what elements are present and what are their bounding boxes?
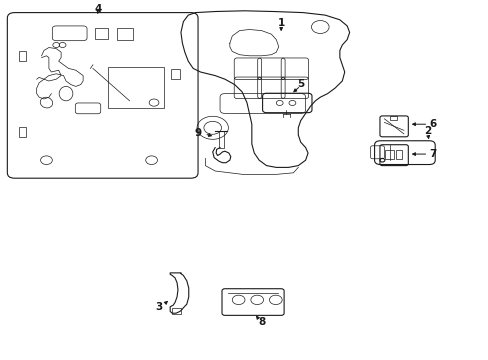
Text: 2: 2: [424, 126, 430, 136]
Bar: [171, 69, 180, 79]
Text: 8: 8: [258, 317, 265, 327]
Text: 3: 3: [155, 302, 162, 312]
Text: 4: 4: [94, 4, 102, 14]
Bar: [218, 131, 224, 148]
Text: 1: 1: [277, 18, 284, 28]
Bar: [117, 28, 133, 40]
Bar: [95, 28, 107, 39]
Bar: [385, 150, 393, 159]
Text: 9: 9: [194, 128, 201, 138]
Bar: [19, 127, 26, 137]
Bar: [389, 116, 396, 120]
Text: 7: 7: [428, 149, 436, 159]
Bar: [172, 308, 181, 314]
Bar: [19, 51, 26, 61]
Text: 6: 6: [428, 119, 435, 129]
Bar: [107, 67, 163, 108]
Bar: [395, 150, 401, 159]
Text: 5: 5: [297, 78, 304, 89]
